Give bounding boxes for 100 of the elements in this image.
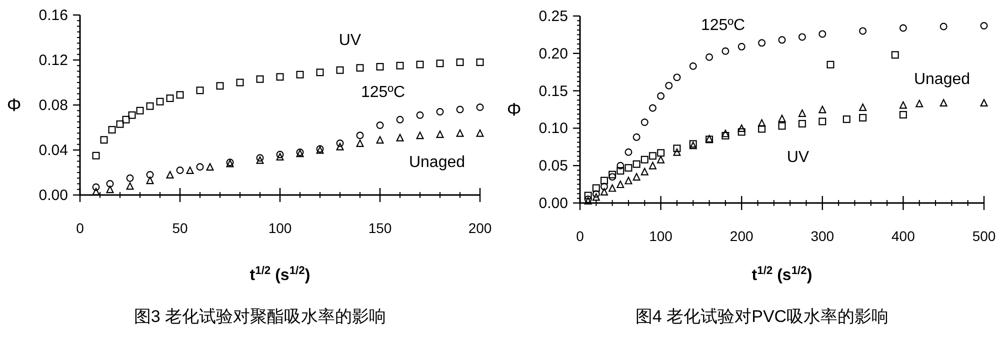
point: [396, 134, 404, 142]
point: [600, 182, 608, 190]
point: [456, 58, 464, 66]
point: [600, 188, 608, 196]
point: [146, 171, 154, 178]
x-tick-label: 300: [810, 228, 834, 244]
point: [206, 163, 214, 171]
point: [126, 182, 134, 190]
point: [624, 148, 632, 156]
point: [818, 30, 826, 38]
point: [186, 166, 194, 174]
point: [657, 156, 665, 164]
point: [616, 167, 624, 175]
point: [859, 104, 867, 112]
point: [758, 119, 766, 127]
series-label: UV: [338, 32, 362, 49]
point: [842, 115, 850, 123]
point: [316, 68, 324, 76]
point: [632, 160, 640, 168]
point: [136, 106, 144, 114]
point: [608, 170, 616, 178]
point: [592, 184, 600, 192]
point: [436, 60, 444, 68]
point: [106, 186, 114, 194]
point: [256, 154, 264, 162]
point: [166, 171, 174, 178]
x-tick-label: 400: [892, 228, 916, 244]
y-tick-label: 0.15: [538, 82, 568, 100]
point: [416, 132, 424, 140]
y-tick-label: 0.08: [38, 97, 68, 114]
point: [106, 180, 114, 188]
text: t$^{1/2}$ (s$^{1/2}$): [752, 265, 812, 284]
point: [640, 168, 648, 176]
point: [416, 60, 424, 68]
x-tick-label: 150: [368, 220, 392, 236]
point: [657, 92, 665, 100]
point: [706, 53, 714, 61]
point: [436, 108, 444, 116]
point: [665, 82, 673, 90]
point: [722, 130, 730, 138]
point: [689, 62, 697, 70]
point: [798, 109, 806, 117]
point: [798, 33, 806, 41]
point: [146, 176, 154, 184]
series-label: Unaged: [408, 154, 466, 171]
point: [92, 183, 100, 191]
point: [624, 164, 632, 172]
point: [940, 99, 948, 107]
y-tick-label: 0.04: [38, 142, 68, 159]
x-tick-label: 100: [268, 220, 292, 236]
point: [632, 133, 640, 141]
point: [657, 149, 665, 157]
text: 图3 老化试验对聚酯吸水率的影响: [134, 307, 386, 326]
y-tick-label: 0.25: [538, 8, 568, 25]
point: [196, 163, 204, 171]
y-axis-title: Φ: [506, 100, 522, 120]
point: [356, 64, 364, 72]
y-tick-label: 0.16: [38, 7, 68, 24]
point: [632, 173, 640, 181]
point: [276, 153, 284, 160]
point: [859, 114, 867, 122]
point: [146, 102, 154, 110]
point: [738, 124, 746, 132]
point: [640, 156, 648, 164]
y-tick-label: 0.00: [538, 195, 568, 212]
point: [818, 106, 826, 114]
point: [336, 66, 344, 74]
y-axis-title: Φ: [6, 95, 22, 115]
point: [122, 116, 130, 124]
x-tick-label: 0: [76, 220, 84, 236]
point: [722, 132, 730, 140]
point: [624, 176, 632, 184]
point: [600, 176, 608, 184]
point: [899, 110, 907, 118]
point: [673, 144, 681, 152]
point: [256, 156, 264, 164]
y-tick-label: 0.05: [538, 158, 568, 175]
x-tick-label: 200: [730, 228, 754, 244]
point: [336, 142, 344, 150]
point: [356, 132, 364, 140]
point: [396, 62, 404, 70]
point: [738, 42, 746, 50]
point: [456, 129, 464, 137]
y-tick-label: 0.00: [38, 187, 68, 204]
point: [436, 130, 444, 138]
point: [376, 122, 384, 129]
point: [608, 173, 616, 181]
point: [758, 125, 766, 133]
point: [673, 148, 681, 156]
x-tick-label: 200: [468, 220, 492, 236]
point: [156, 98, 164, 106]
point: [476, 104, 484, 111]
point: [336, 140, 344, 147]
point: [196, 86, 204, 94]
point: [738, 128, 746, 136]
point: [376, 63, 384, 70]
point: [722, 47, 730, 55]
point: [396, 116, 404, 124]
y-tick-label: 0.20: [538, 45, 568, 62]
point: [476, 129, 484, 137]
